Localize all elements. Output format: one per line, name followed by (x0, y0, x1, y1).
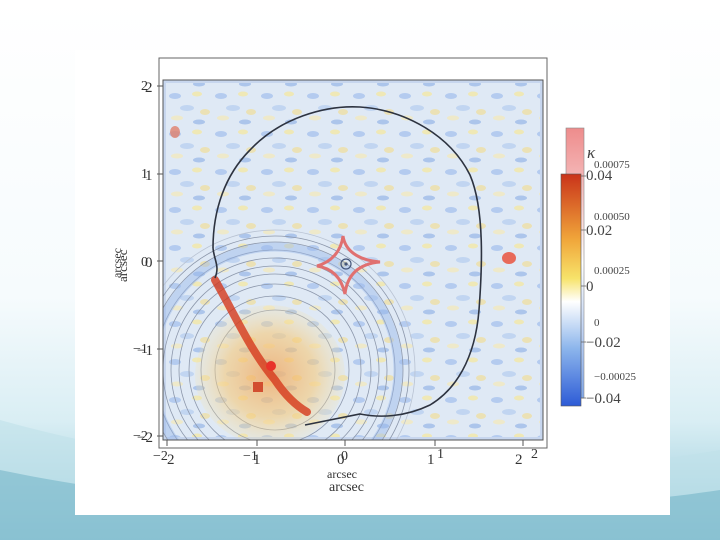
cbar-front-label-4: −0.02 (586, 335, 621, 351)
cbar-front-label-2: 0.02 (586, 223, 612, 239)
lensing-figure: −2 −1 0 1 2 2 1 0 1 2 arcsec arcsec 2 1 … (110, 57, 636, 495)
y-tick-front-2: 1 (145, 168, 153, 184)
x-tick-front-2: 1 (253, 452, 261, 468)
x-tick-front-5: 2 (515, 452, 523, 468)
y-tick-front-5: −2 (137, 430, 153, 446)
y-tick-back-5: −2 (133, 429, 148, 444)
x-axis-label-back: arcsec (327, 467, 357, 481)
y-tick-front-3: 0 (145, 255, 153, 271)
y-tick-front-1: 2 (145, 80, 153, 96)
y-tick-back-3: 0 (141, 255, 148, 270)
y-axis-label-front: arcsec (115, 249, 130, 282)
x-tick-back-5: 2 (531, 447, 538, 462)
x-tick-back-4: 1 (437, 447, 444, 462)
x-tick-front-3: 0 (337, 452, 345, 468)
x-tick-back-3: 0 (341, 449, 348, 464)
cbar-front-label-3: 0 (586, 279, 594, 295)
x-tick-back-2: −1 (243, 449, 258, 464)
cbar-front-label-5: −0.04 (586, 391, 621, 407)
cbar-front-label-1: 0.04 (586, 168, 613, 184)
x-tick-back-1: −2 (153, 449, 168, 464)
plot-frame-back (158, 57, 548, 449)
y-tick-back-2: 1 (141, 167, 148, 182)
red-arc (211, 276, 311, 416)
y-tick-front-4: −1 (137, 343, 153, 359)
cbar-back-label-1: 0.00075 (594, 159, 630, 171)
x-tick-front-4: 1 (427, 452, 435, 468)
y-tick-back-1: 2 (141, 79, 148, 94)
colorbar-kappa-symbol: κ (587, 143, 596, 162)
cbar-back-label-3: 0.00025 (594, 265, 630, 277)
x-axis-label-front: arcsec (329, 480, 364, 495)
cbar-back-label-4: 0 (594, 317, 600, 329)
cbar-back-label-5: −0.00025 (594, 371, 636, 383)
caustic-curve (316, 235, 381, 295)
colorbar-front (560, 173, 582, 407)
y-axis-label-back: arcsec (110, 248, 124, 278)
x-tick-front-1: 2 (167, 452, 175, 468)
plot-frame-front (162, 79, 544, 441)
red-spot (502, 252, 516, 264)
y-tick-back-4: −1 (133, 342, 148, 357)
critical-curve (212, 106, 483, 426)
figure-panel: −2 −1 0 1 2 2 1 0 1 2 arcsec arcsec 2 1 … (75, 50, 670, 515)
cbar-back-label-2: 0.00050 (594, 211, 630, 223)
